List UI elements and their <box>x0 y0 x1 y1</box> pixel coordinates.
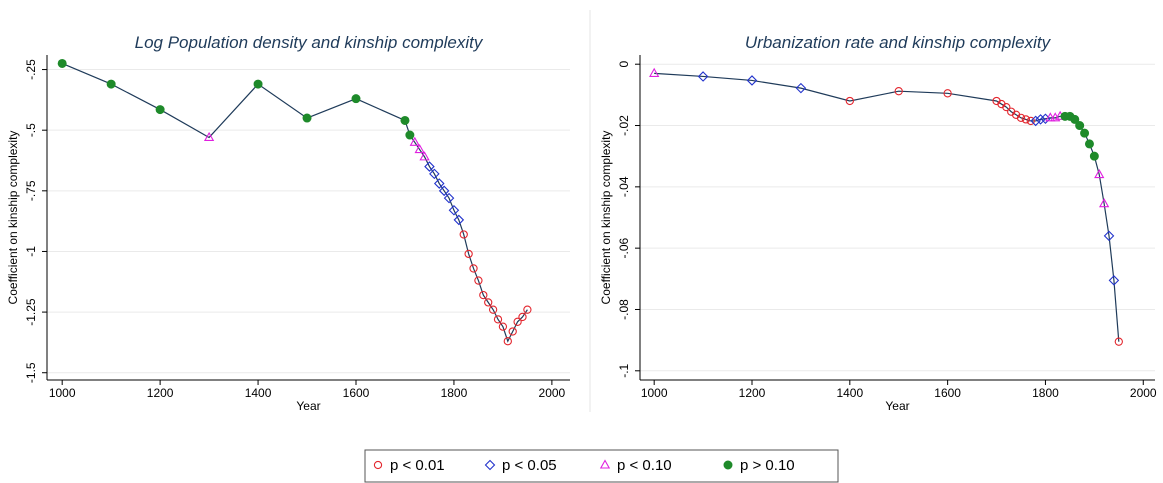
marker <box>438 185 450 197</box>
marker <box>459 230 468 239</box>
marker <box>488 305 498 314</box>
y-tick-label: -.06 <box>617 238 631 259</box>
x-tick-label: 1800 <box>441 386 468 400</box>
legend-label: p < 0.10 <box>617 457 672 474</box>
y-tick-label: -1.25 <box>24 298 38 326</box>
marker <box>469 264 478 273</box>
marker <box>523 305 532 314</box>
y-tick-label: -.1 <box>617 363 631 377</box>
marker <box>1045 112 1056 122</box>
marker <box>894 87 903 96</box>
y-tick-label: -.02 <box>617 115 631 136</box>
marker <box>795 82 807 94</box>
legend-label: p < 0.01 <box>390 457 445 474</box>
marker <box>493 315 503 324</box>
x-tick-label: 2000 <box>1130 386 1157 400</box>
x-tick-label: 1600 <box>343 386 370 400</box>
marker <box>155 105 165 115</box>
marker <box>484 298 493 307</box>
data-line <box>654 72 1120 342</box>
x-tick-label: 1800 <box>1032 386 1059 400</box>
marker <box>443 192 455 204</box>
marker <box>513 317 522 326</box>
marker <box>1021 115 1031 124</box>
marker <box>746 75 758 86</box>
marker <box>253 79 263 89</box>
marker <box>429 168 440 180</box>
y-tick-label: -.04 <box>617 176 631 197</box>
legend-label: p < 0.05 <box>502 457 557 474</box>
y-tick-label: -.75 <box>24 180 38 201</box>
chart-title: Urbanization rate and kinship complexity <box>745 33 1052 52</box>
y-tick-label: -.08 <box>617 299 631 320</box>
x-axis-label: Year <box>885 399 909 413</box>
y-tick-label: 0 <box>617 61 631 68</box>
legend-marker <box>373 460 383 470</box>
marker <box>424 161 435 172</box>
x-tick-label: 1000 <box>49 386 76 400</box>
chart-title: Log Population density and kinship compl… <box>135 33 484 52</box>
marker <box>1002 102 1011 112</box>
marker <box>448 204 460 216</box>
marker <box>419 151 430 161</box>
marker <box>697 71 709 82</box>
marker <box>106 79 116 89</box>
marker <box>518 312 527 322</box>
marker <box>1070 114 1080 124</box>
y-axis-label: Coefficient on kinship complexity <box>599 131 613 305</box>
x-tick-label: 1400 <box>836 386 863 400</box>
x-tick-label: 1600 <box>934 386 961 400</box>
marker <box>1094 168 1105 179</box>
y-tick-label: -1 <box>24 246 38 257</box>
marker <box>479 290 488 300</box>
marker <box>508 327 517 336</box>
x-tick-label: 1200 <box>147 386 174 400</box>
marker <box>1084 139 1094 149</box>
x-tick-label: 1200 <box>739 386 766 400</box>
marker <box>203 131 215 142</box>
marker <box>464 249 473 259</box>
y-axis-label: Coefficient on kinship complexity <box>6 131 20 305</box>
marker <box>943 89 952 98</box>
marker <box>503 337 512 346</box>
marker <box>1080 128 1090 138</box>
legend-marker <box>484 459 496 471</box>
marker <box>1103 230 1115 242</box>
marker <box>1030 115 1041 127</box>
marker <box>405 130 415 140</box>
marker <box>409 136 420 146</box>
y-tick-label: -.25 <box>24 59 38 80</box>
marker <box>1016 113 1026 123</box>
marker <box>453 214 465 226</box>
y-tick-label: -.5 <box>24 123 38 137</box>
marker <box>1075 121 1085 131</box>
marker <box>474 276 483 285</box>
x-tick-label: 1400 <box>245 386 272 400</box>
data-line <box>61 62 528 343</box>
marker <box>1089 151 1099 161</box>
marker <box>498 322 508 331</box>
x-axis-label: Year <box>296 399 320 413</box>
marker <box>433 178 445 189</box>
x-tick-label: 1000 <box>641 386 668 400</box>
marker <box>1026 116 1035 126</box>
marker <box>351 94 361 104</box>
marker <box>1108 275 1120 286</box>
marker <box>302 113 312 123</box>
marker <box>845 96 854 106</box>
legend-marker <box>723 460 733 470</box>
marker <box>1099 198 1110 208</box>
y-tick-label: -1.5 <box>24 362 38 383</box>
marker <box>649 67 660 77</box>
legend-marker <box>599 459 611 469</box>
marker <box>1035 114 1046 125</box>
marker <box>414 143 425 154</box>
marker <box>1114 337 1123 346</box>
legend-label: p > 0.10 <box>740 457 795 474</box>
marker <box>400 115 410 125</box>
x-tick-label: 2000 <box>539 386 566 400</box>
marker <box>57 58 67 68</box>
